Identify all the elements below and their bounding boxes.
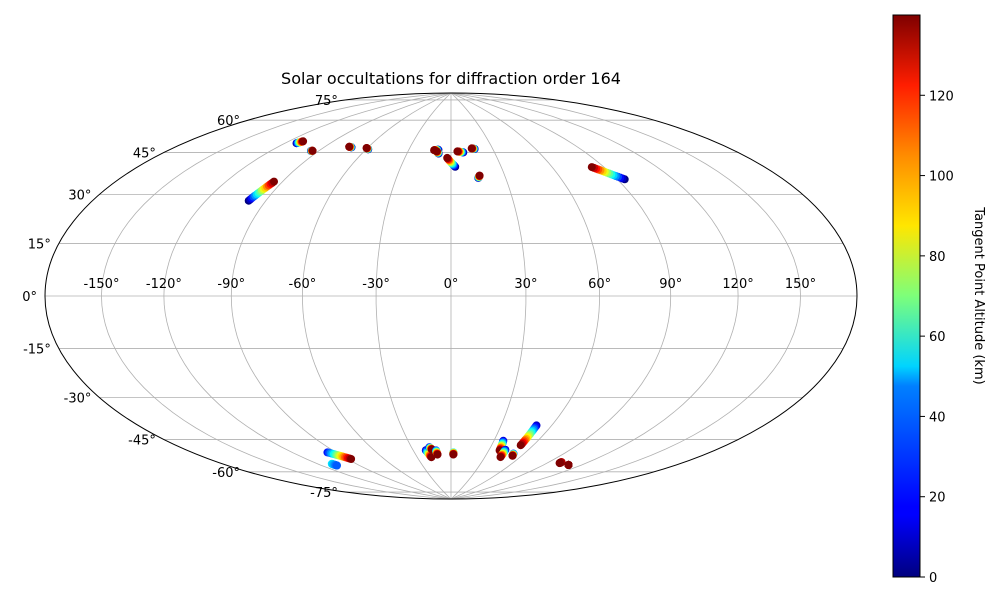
longitude-gridline — [163, 93, 452, 499]
occultation-point — [299, 137, 308, 146]
latitude-tick-label: 75° — [315, 94, 338, 109]
colorbar-tick-label: 20 — [929, 491, 946, 506]
occultation-point — [347, 455, 356, 463]
longitude-gridline — [230, 93, 452, 499]
longitude-gridline — [450, 93, 527, 499]
latitude-tick-label: -75° — [310, 486, 338, 501]
latitude-tick-label: 60° — [217, 114, 240, 129]
occultation-points — [244, 137, 629, 470]
longitude-tick-label: 60° — [588, 277, 611, 292]
longitude-gridline — [450, 93, 801, 499]
latitude-tick-label: -60° — [212, 466, 240, 481]
longitude-gridline — [450, 93, 739, 499]
longitude-tick-label: 120° — [722, 277, 753, 292]
colorbar-tick-label: 0 — [929, 571, 937, 586]
occultation-point — [333, 461, 341, 470]
latitude-tick-labels: -75° -60° -45° -30° -15° 0° 15° 30° 45° 60° 75° — [22, 94, 338, 501]
latitude-tick-label: 0° — [22, 290, 37, 305]
longitude-tick-labels: -150° -120° -90° -60° -30° 0° 30° 60° 90° 120° 150… — [83, 277, 816, 292]
occultation-point — [449, 450, 458, 459]
longitude-tick-label: 150° — [785, 277, 816, 292]
colorbar-tick-label: 40 — [929, 410, 946, 425]
colorbar — [892, 14, 921, 578]
longitude-gridline — [450, 93, 672, 499]
chart-title: Solar occultations for diffraction order… — [281, 69, 621, 88]
occultation-point — [508, 451, 517, 460]
occultation-point — [496, 453, 505, 462]
colorbar-tick-label: 80 — [929, 250, 946, 265]
longitude-tick-label: -150° — [83, 277, 119, 292]
longitude-tick-label: 0° — [444, 277, 459, 292]
map-boundary — [44, 92, 858, 500]
colorbar-tick-label: 100 — [929, 170, 954, 185]
occultation-point — [432, 147, 441, 156]
occultation-point — [467, 144, 476, 153]
occultation-point — [475, 171, 484, 180]
latitude-tick-label: 15° — [28, 237, 51, 252]
occultation-point — [564, 460, 573, 469]
occultation-point — [453, 147, 462, 156]
occultation-point — [362, 144, 371, 152]
latitude-tick-label: 45° — [133, 146, 156, 161]
longitude-tick-label: -120° — [146, 277, 182, 292]
latitude-tick-label: -15° — [23, 343, 51, 358]
colorbar-label: Tangent Point Altitude (km) — [971, 206, 986, 384]
colorbar-tick-label: 120 — [929, 89, 954, 104]
longitude-gridline — [450, 93, 601, 499]
colorbar-ticks: 0 20 40 60 80 100 120 — [920, 89, 954, 586]
occultation-point — [516, 441, 525, 450]
latitude-tick-label: 30° — [68, 189, 91, 204]
occultation-point — [433, 450, 442, 459]
longitude-tick-label: 90° — [659, 277, 682, 292]
latitude-tick-label: -45° — [128, 434, 156, 449]
longitude-tick-label: -60° — [289, 277, 317, 292]
graticule — [45, 93, 857, 499]
occultation-point — [443, 153, 452, 162]
occultation-point — [587, 163, 596, 172]
longitude-gridline — [101, 93, 452, 499]
occultation-point — [555, 459, 564, 468]
colorbar-tick-label: 60 — [929, 330, 946, 345]
latitude-tick-label: -30° — [64, 392, 92, 407]
longitude-gridline — [375, 93, 452, 499]
longitude-tick-label: 30° — [514, 277, 537, 292]
occultation-point — [427, 453, 436, 462]
occultation-point — [270, 177, 278, 186]
occultation-point — [308, 146, 317, 155]
longitude-tick-label: -90° — [217, 277, 245, 292]
longitude-tick-label: -30° — [362, 277, 390, 292]
occultation-point — [345, 142, 354, 151]
